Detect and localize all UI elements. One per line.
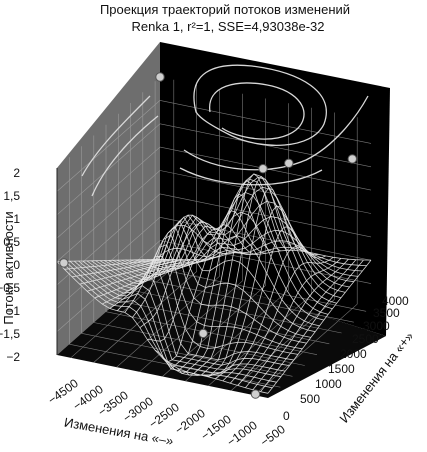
y-tick-label: 2000 <box>340 347 367 361</box>
mesh-line <box>192 176 296 376</box>
chart-subtitle: Renka 1, r²=1, SSE=4,93038e-32 <box>132 19 325 34</box>
mesh-line <box>72 259 176 278</box>
y-tick-label: 1500 <box>328 362 355 376</box>
wall-trace <box>179 167 323 186</box>
y-tick-label: 2500 <box>352 332 379 346</box>
wall-trajectory-traces <box>81 64 369 197</box>
floor-gridline <box>155 268 367 312</box>
y-tick-label: 3500 <box>373 306 400 320</box>
mesh-line <box>230 256 334 384</box>
mesh-line <box>86 259 191 292</box>
z-tick-label: 1,5 <box>3 189 20 203</box>
z-tick-label: −2 <box>6 350 20 364</box>
mesh-line <box>102 258 206 305</box>
z-axis-label: Потоки активности <box>1 211 16 324</box>
y-tick-label: 500 <box>300 392 320 406</box>
z-tick-label: 0 <box>13 258 20 272</box>
y-tick-label: 3000 <box>363 319 390 333</box>
mesh-line <box>207 205 311 378</box>
mesh-line <box>94 259 198 299</box>
left-wall-trace <box>81 95 151 177</box>
back-wall <box>160 42 390 336</box>
mesh-line <box>109 257 213 309</box>
mesh-line <box>215 226 319 380</box>
z-tick-label: −0,5 <box>0 281 20 295</box>
data-point <box>250 389 261 399</box>
wall-trace-loop <box>193 64 327 146</box>
data-point <box>258 164 268 174</box>
mesh-line <box>267 259 372 394</box>
mesh-line <box>177 179 281 374</box>
wall-trace-loop <box>209 82 305 140</box>
z-tick-label: 2 <box>13 166 20 180</box>
mesh-line <box>252 259 357 391</box>
data-point <box>59 258 69 268</box>
z-tick-label: −1 <box>6 304 20 318</box>
mesh-line <box>237 258 342 386</box>
mesh-line <box>117 247 221 311</box>
wall-trace <box>183 95 369 171</box>
y-axis-ticks: 0 500 1000 1500 2000 2500 3000 3500 4000 <box>283 294 409 423</box>
z-tick-label: 1 <box>13 212 20 226</box>
left-wall-gridline <box>56 100 161 192</box>
mesh-line <box>200 187 304 377</box>
mesh-line <box>139 221 243 329</box>
data-point <box>198 328 208 339</box>
y-tick-label: 0 <box>283 409 290 423</box>
mesh-line <box>147 228 251 342</box>
back-wall-gridline <box>159 240 372 284</box>
data-point-markers <box>59 72 357 399</box>
chart-title: Проекция траекторий потоков изменений <box>100 2 350 17</box>
x-tick-label: −500 <box>258 422 288 449</box>
left-wall-trace <box>91 115 159 197</box>
mesh-line <box>162 210 266 370</box>
back-wall-gridline <box>159 193 372 238</box>
mesh-line <box>79 259 183 285</box>
mesh-line <box>154 224 259 363</box>
left-wall-gridline <box>56 170 161 262</box>
floor-gridline <box>93 322 305 366</box>
data-point <box>284 158 294 169</box>
surface-mesh <box>56 173 372 394</box>
z-tick-label: 0,5 <box>3 235 20 249</box>
left-wall-gridline <box>56 240 161 332</box>
mesh-line <box>132 214 236 318</box>
mesh-line <box>184 173 289 376</box>
data-point <box>155 72 165 82</box>
left-wall-gridline <box>56 123 161 216</box>
data-point <box>347 154 357 164</box>
y-tick-label: 1000 <box>315 377 342 391</box>
mesh-line <box>56 258 161 262</box>
mesh-line <box>64 259 168 270</box>
mesh-line <box>260 259 364 392</box>
left-wall-gridline <box>56 146 161 239</box>
mesh-line <box>222 246 326 382</box>
z-axis-ticks: 2 1,5 1 0,5 0 −0,5 −1 −1,5 −2 <box>0 166 20 364</box>
y-tick-label: 4000 <box>382 294 409 308</box>
mesh-line <box>245 258 349 388</box>
z-tick-label: −1,5 <box>0 327 20 341</box>
floor-gridline <box>130 289 342 334</box>
